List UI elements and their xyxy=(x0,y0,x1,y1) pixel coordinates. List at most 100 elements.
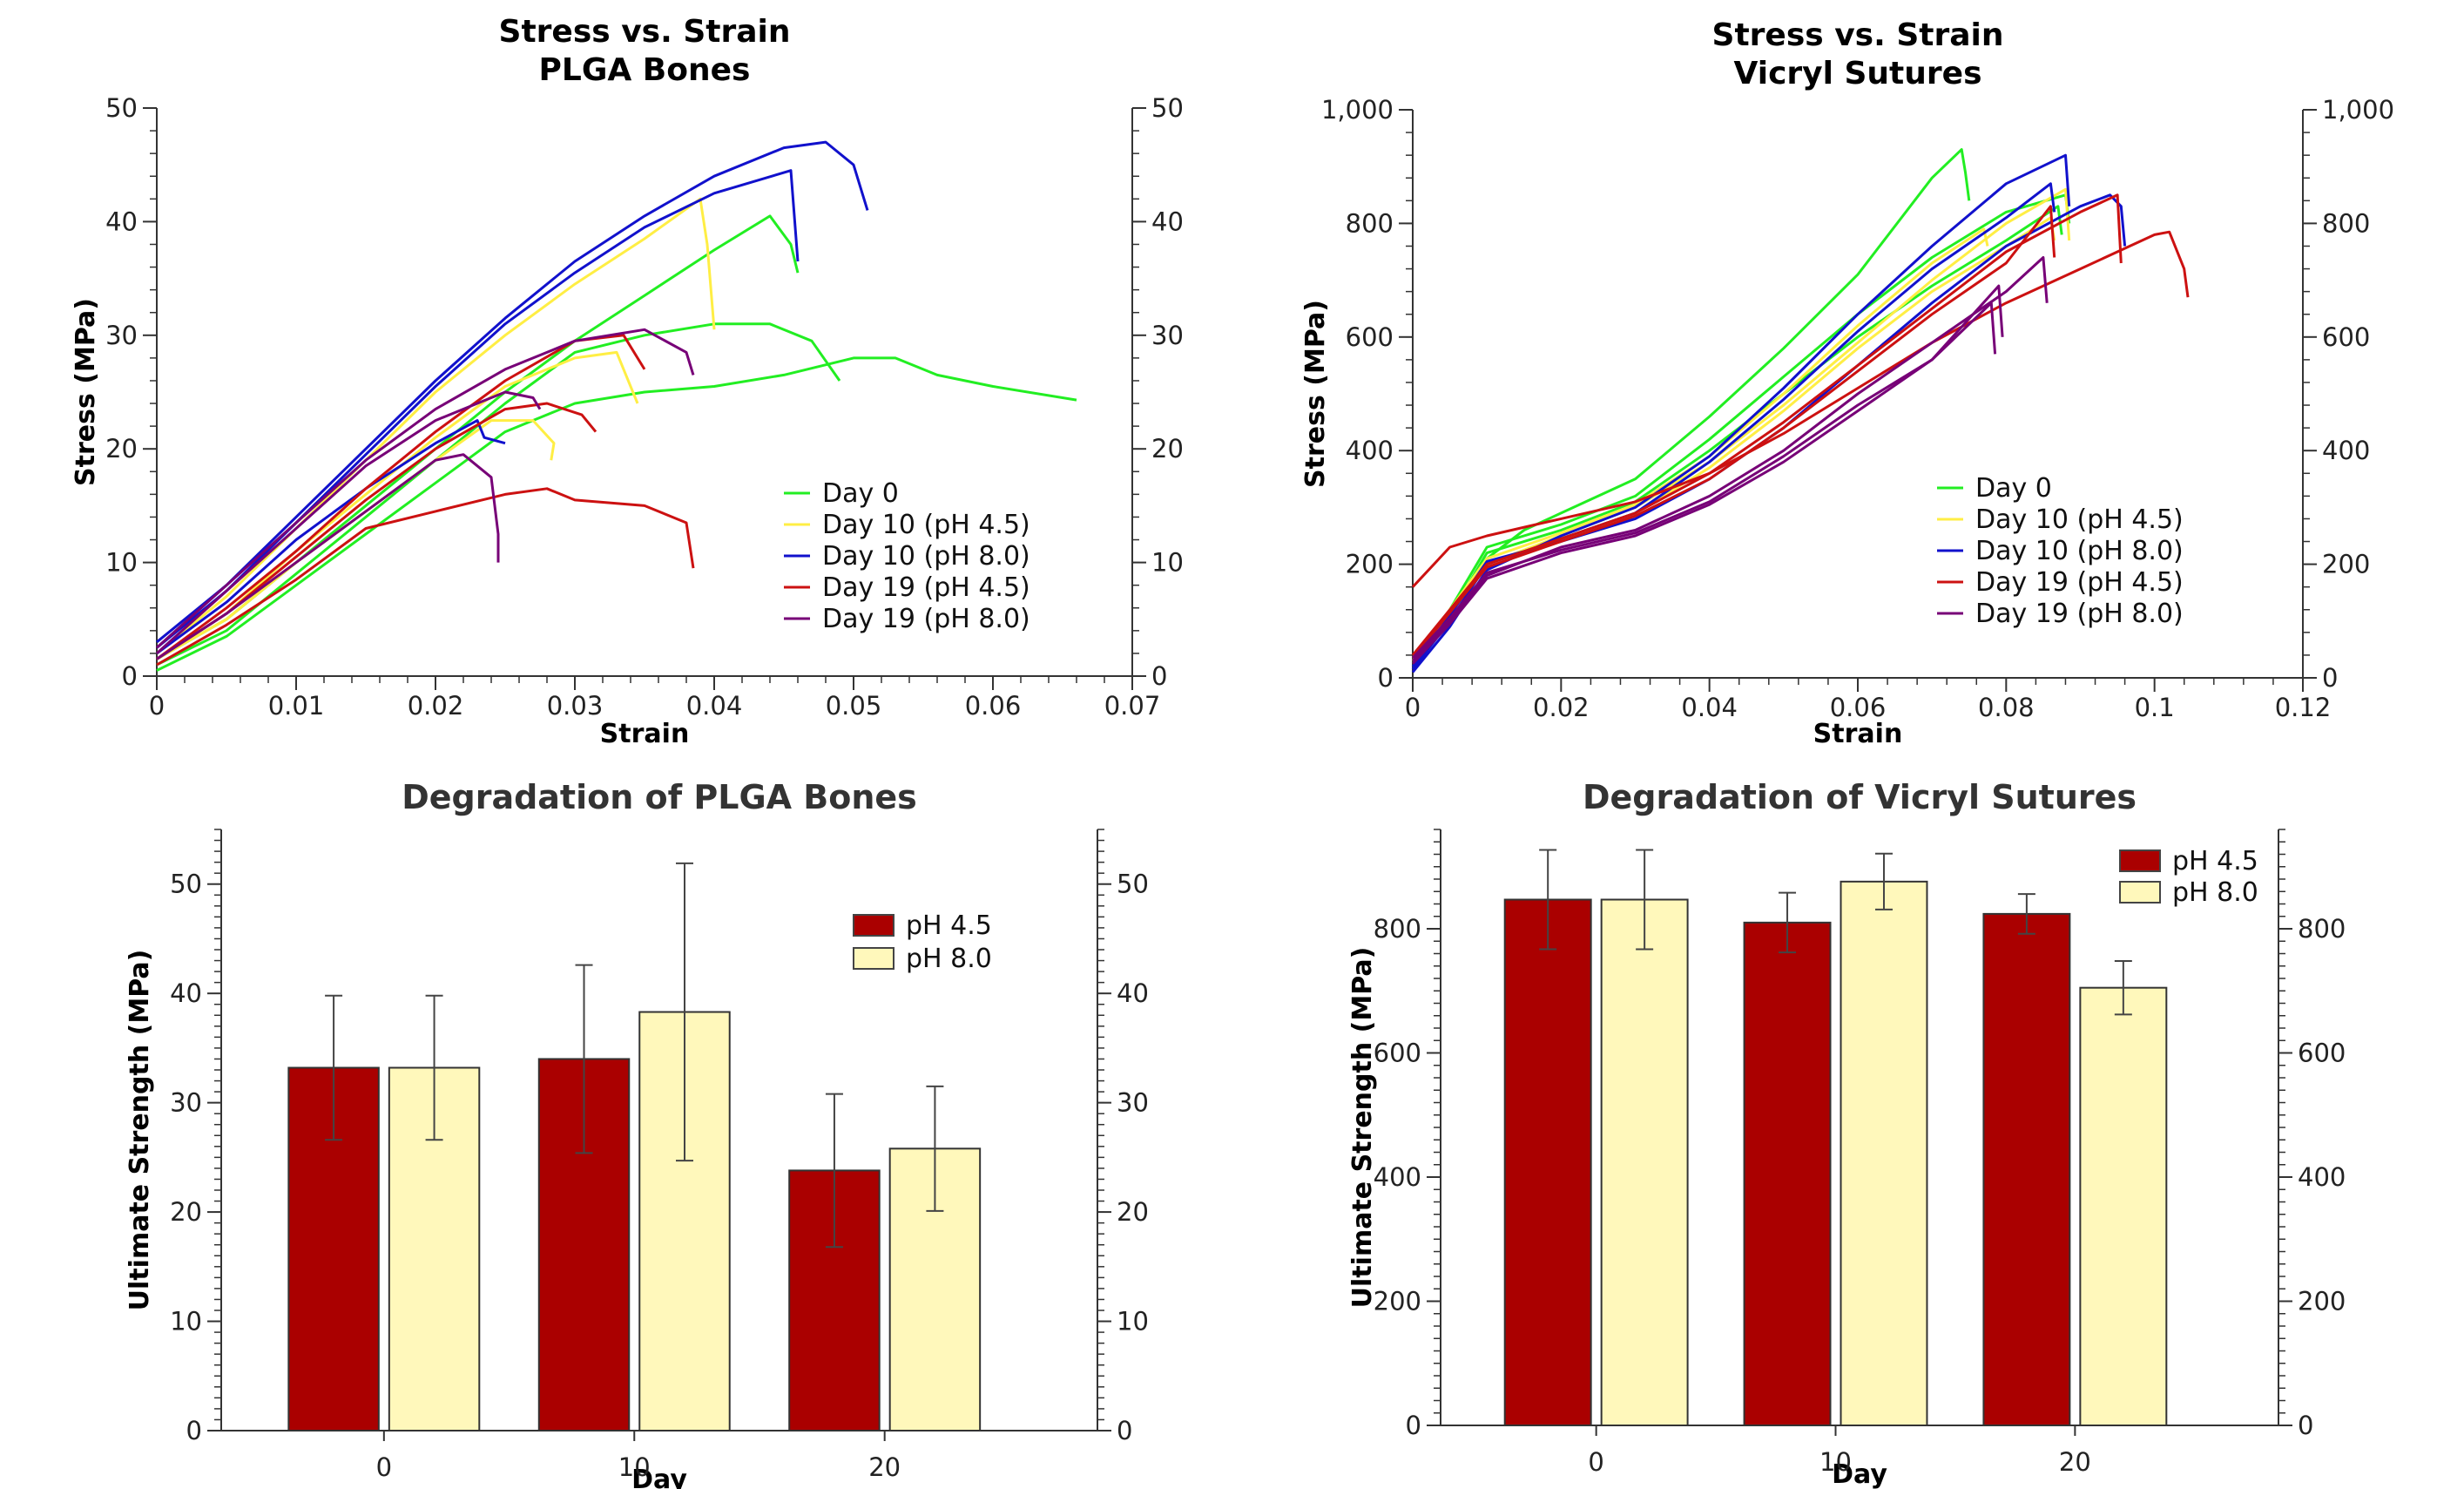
x-axis-label: Strain xyxy=(1813,719,1903,744)
legend-label: Day 10 (pH 8.0) xyxy=(1975,536,2184,566)
legend-swatch xyxy=(2119,881,2161,904)
y-tick-label-left: 50 xyxy=(170,870,202,899)
y-tick-label-left: 200 xyxy=(1374,1287,1421,1316)
x-axis-label: Day xyxy=(1832,1459,1887,1489)
series-line xyxy=(156,197,716,655)
chart-title: Stress vs. Strain xyxy=(1712,17,2004,53)
legend-label: Day 19 (pH 4.5) xyxy=(822,572,1030,603)
x-tick-label: 0 xyxy=(1588,1447,1603,1477)
y-tick-label-left: 10 xyxy=(105,548,138,578)
y-tick-label-left: 600 xyxy=(1346,322,1394,352)
y-axis-label: Ultimate Strength (MPa) xyxy=(1347,947,1378,1309)
y-tick-label-right: 600 xyxy=(2298,1039,2346,1068)
y-tick-label-left: 40 xyxy=(170,978,202,1008)
legend-label: pH 8.0 xyxy=(906,944,992,974)
y-tick-label-right: 40 xyxy=(1117,978,1149,1008)
y-tick-label-right: 50 xyxy=(1151,93,1184,123)
y-tick-label-left: 30 xyxy=(105,321,138,350)
x-tick-label: 10 xyxy=(618,1452,651,1482)
x-tick-label: 0 xyxy=(376,1452,392,1482)
y-tick-label-left: 10 xyxy=(170,1307,202,1337)
legend-label: Day 19 (pH 4.5) xyxy=(1975,567,2184,598)
bar xyxy=(1743,921,1832,1426)
series-line xyxy=(1411,256,2049,662)
legend-label: Day 0 xyxy=(1975,473,2052,504)
series-line xyxy=(155,328,695,649)
x-axis-label: Strain xyxy=(600,719,690,744)
legend-swatch xyxy=(853,947,894,970)
y-tick-label-right: 800 xyxy=(2322,208,2370,238)
x-tick-label: 20 xyxy=(868,1452,901,1482)
y-tick-label-right: 200 xyxy=(2298,1287,2346,1316)
legend-label: pH 4.5 xyxy=(906,910,992,941)
series-line xyxy=(156,487,695,667)
x-tick-label: 0 xyxy=(1405,693,1421,722)
y-axis-label: Ultimate Strength (MPa) xyxy=(125,950,155,1311)
bar xyxy=(1503,898,1592,1426)
y-tick-label-left: 20 xyxy=(170,1197,202,1227)
series-line xyxy=(156,350,639,660)
chart-svg: Degradation of PLGA Bones Day Ultimate Str… xyxy=(125,778,1149,1489)
x-tick-label: 0.04 xyxy=(1681,693,1738,722)
x-tick-label: 10 xyxy=(1819,1447,1852,1477)
legend-label: Day 10 (pH 8.0) xyxy=(822,541,1030,572)
y-tick-label-right: 400 xyxy=(2298,1162,2346,1192)
y-tick-label-right: 0 xyxy=(2322,663,2338,693)
plga-degradation-chart: Degradation of PLGA Bones Day Ultimate Str… xyxy=(0,767,1232,1489)
series-line xyxy=(156,334,646,660)
x-tick-label: 0.03 xyxy=(547,691,604,721)
y-tick-label-right: 20 xyxy=(1117,1197,1149,1227)
legend-label: Day 19 (pH 8.0) xyxy=(1975,599,2184,629)
x-tick-label: 0.12 xyxy=(2275,693,2332,722)
y-tick-label-left: 20 xyxy=(105,434,138,464)
x-axis-label: Day xyxy=(631,1465,687,1489)
legend-swatch xyxy=(2119,849,2161,872)
legend-label: pH 8.0 xyxy=(2172,877,2258,908)
x-tick-label: 0.01 xyxy=(268,691,325,721)
x-tick-label: 0.05 xyxy=(826,691,882,721)
y-tick-label-left: 40 xyxy=(105,206,138,236)
series-line xyxy=(1411,193,2123,656)
y-tick-label-left: 0 xyxy=(122,661,138,691)
y-axis-label: Stress (MPa) xyxy=(71,298,101,486)
chart-title: Degradation of PLGA Bones xyxy=(402,778,917,816)
y-tick-label-left: 0 xyxy=(1406,1411,1421,1440)
x-tick-label: 0.02 xyxy=(408,691,464,721)
y-tick-label-left: 30 xyxy=(170,1088,202,1118)
y-tick-label-right: 200 xyxy=(2322,550,2370,579)
y-tick-label-right: 400 xyxy=(2322,436,2370,465)
x-tick-label: 0.06 xyxy=(965,691,1022,721)
legend-label: Day 10 (pH 4.5) xyxy=(822,510,1030,540)
series-line xyxy=(1411,182,2056,671)
series-line xyxy=(1411,284,2004,665)
y-tick-label-left: 400 xyxy=(1374,1162,1421,1192)
y-tick-label-left: 800 xyxy=(1374,914,1421,944)
chart-subtitle: Vicryl Sutures xyxy=(1734,56,1982,91)
series-line xyxy=(156,453,500,660)
chart-svg: Degradation of Vicryl Sutures Day Ultimate… xyxy=(1347,778,2346,1489)
x-tick-label: 0.07 xyxy=(1104,691,1161,721)
y-tick-label-left: 200 xyxy=(1346,550,1394,579)
y-tick-label-right: 0 xyxy=(2298,1411,2313,1440)
vicryl-stress-strain-chart: Stress vs. Strain Vicryl Sutures Strain Str… xyxy=(1232,0,2464,744)
series-line xyxy=(1411,148,1971,667)
y-tick-label-left: 600 xyxy=(1374,1039,1421,1068)
series-line xyxy=(1411,230,2190,588)
y-tick-label-right: 30 xyxy=(1151,321,1184,350)
chart-title: Stress vs. Strain xyxy=(499,14,791,50)
y-tick-label-left: 50 xyxy=(105,93,138,123)
y-tick-label-right: 0 xyxy=(1151,661,1167,691)
series-line xyxy=(156,419,556,660)
y-tick-label-right: 40 xyxy=(1151,206,1184,236)
series-line xyxy=(156,402,597,660)
x-tick-label: 0.08 xyxy=(1978,693,2035,722)
series-line xyxy=(156,356,1077,672)
y-tick-label-right: 10 xyxy=(1151,548,1184,578)
y-tick-label-right: 10 xyxy=(1117,1307,1149,1337)
x-tick-label: 0.04 xyxy=(686,691,743,721)
bar xyxy=(1600,898,1689,1426)
chart-subtitle: PLGA Bones xyxy=(539,52,751,88)
series-line xyxy=(155,390,542,655)
series-line xyxy=(1411,205,2063,665)
